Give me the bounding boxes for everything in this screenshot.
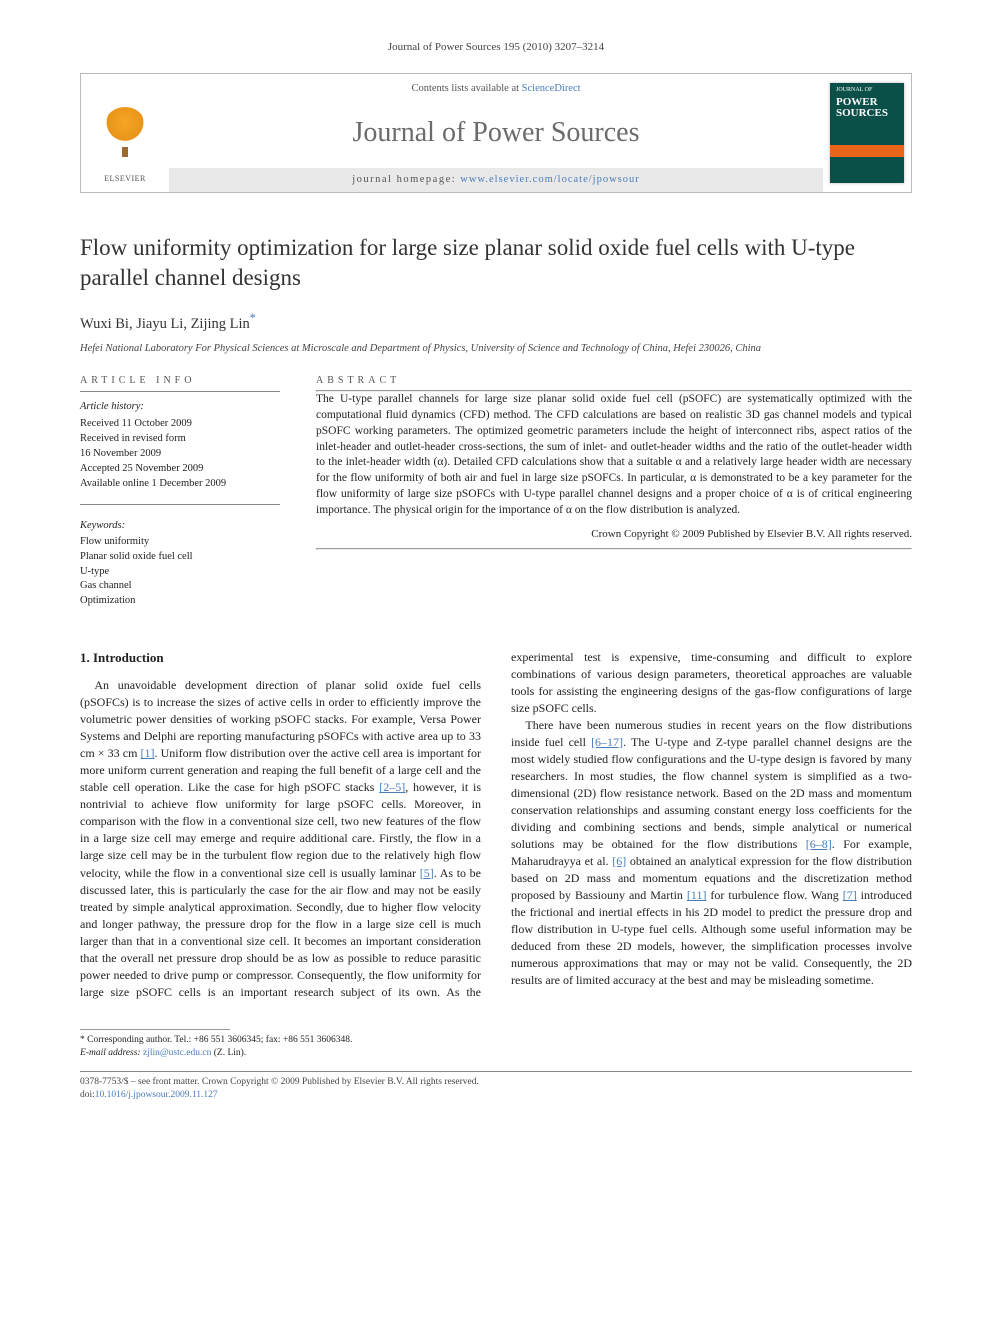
author-list: Wuxi Bi, Jiayu Li, Zijing Lin* xyxy=(80,310,912,334)
email-footnote: E-mail address: zjlin@ustc.edu.cn (Z. Li… xyxy=(80,1047,454,1060)
corresponding-mark[interactable]: * xyxy=(250,311,256,325)
history-item: Available online 1 December 2009 xyxy=(80,477,280,491)
keyword: Planar solid oxide fuel cell xyxy=(80,550,280,565)
running-head: Journal of Power Sources 195 (2010) 3207… xyxy=(80,40,912,55)
keyword: Optimization xyxy=(80,594,280,609)
email-label: E-mail address: xyxy=(80,1048,143,1058)
citation-link[interactable]: [11] xyxy=(687,888,707,902)
authors-text: Wuxi Bi, Jiayu Li, Zijing Lin xyxy=(80,316,250,332)
abstract-label: ABSTRACT xyxy=(316,374,912,388)
article-info-label: ARTICLE INFO xyxy=(80,374,280,388)
paragraph: There have been numerous studies in rece… xyxy=(511,717,912,990)
affiliation: Hefei National Laboratory For Physical S… xyxy=(80,342,912,356)
email-link[interactable]: zjlin@ustc.edu.cn xyxy=(143,1048,211,1058)
banner-center: Contents lists available at ScienceDirec… xyxy=(169,74,823,192)
article-info-column: ARTICLE INFO Article history: Received 1… xyxy=(80,374,280,609)
cover-big-text: POWER SOURCES xyxy=(836,97,904,119)
publisher-label: ELSEVIER xyxy=(104,173,146,184)
abstract-body: The U-type parallel channels for large s… xyxy=(316,392,912,519)
history-item: Accepted 25 November 2009 xyxy=(80,462,280,476)
journal-cover-thumb: JOURNAL OF POWER SOURCES xyxy=(823,74,911,192)
publisher-logo-block: ELSEVIER xyxy=(81,74,169,192)
history-item: 16 November 2009 xyxy=(80,447,280,461)
keywords-label: Keywords: xyxy=(80,519,280,534)
text-run: . As to be discussed later, this is part… xyxy=(80,866,481,982)
text-run: . The U-type and Z-type parallel channel… xyxy=(511,735,912,851)
keyword: U-type xyxy=(80,565,280,580)
corresponding-footnote: * Corresponding author. Tel.: +86 551 36… xyxy=(80,1034,454,1047)
journal-banner: ELSEVIER Contents lists available at Sci… xyxy=(80,73,912,193)
page-footer: 0378-7753/$ – see front matter. Crown Co… xyxy=(80,1071,912,1102)
keyword: Flow uniformity xyxy=(80,535,280,550)
doi-link[interactable]: 10.1016/j.jpowsour.2009.11.127 xyxy=(95,1090,218,1100)
history-item: Received 11 October 2009 xyxy=(80,417,280,431)
cover-small-text: JOURNAL OF xyxy=(836,87,872,94)
abstract-column: ABSTRACT The U-type parallel channels fo… xyxy=(316,374,912,609)
citation-link[interactable]: [6] xyxy=(612,854,626,868)
homepage-link[interactable]: www.elsevier.com/locate/jpowsour xyxy=(460,174,639,185)
history-item: Received in revised form xyxy=(80,432,280,446)
citation-link[interactable]: [7] xyxy=(843,888,857,902)
email-who: (Z. Lin). xyxy=(211,1048,246,1058)
citation-link[interactable]: [6–8] xyxy=(806,837,832,851)
elsevier-tree-icon xyxy=(95,107,155,167)
text-run: introduced the frictional and inertial e… xyxy=(511,888,912,987)
body-text: 1. Introduction An unavoidable developme… xyxy=(80,649,912,1001)
text-run: for turbulence flow. Wang xyxy=(706,888,842,902)
footer-copyright: 0378-7753/$ – see front matter. Crown Co… xyxy=(80,1076,912,1089)
keyword: Gas channel xyxy=(80,579,280,594)
contents-prefix: Contents lists available at xyxy=(411,83,521,94)
article-title: Flow uniformity optimization for large s… xyxy=(80,233,912,292)
doi-label: doi: xyxy=(80,1090,95,1100)
homepage-bar: journal homepage: www.elsevier.com/locat… xyxy=(169,168,823,193)
citation-link[interactable]: [1] xyxy=(141,746,155,760)
citation-link[interactable]: [5] xyxy=(420,866,434,880)
citation-link[interactable]: [6–17] xyxy=(591,735,623,749)
section-heading: 1. Introduction xyxy=(80,649,481,667)
footnote-block: * Corresponding author. Tel.: +86 551 36… xyxy=(80,1029,454,1060)
homepage-prefix: journal homepage: xyxy=(352,174,460,185)
contents-line: Contents lists available at ScienceDirec… xyxy=(411,82,580,97)
abstract-copyright: Crown Copyright © 2009 Published by Else… xyxy=(316,527,912,542)
history-label: Article history: xyxy=(80,400,280,415)
citation-link[interactable]: [2–5] xyxy=(379,780,405,794)
journal-title: Journal of Power Sources xyxy=(353,113,640,152)
sciencedirect-link[interactable]: ScienceDirect xyxy=(522,83,581,94)
